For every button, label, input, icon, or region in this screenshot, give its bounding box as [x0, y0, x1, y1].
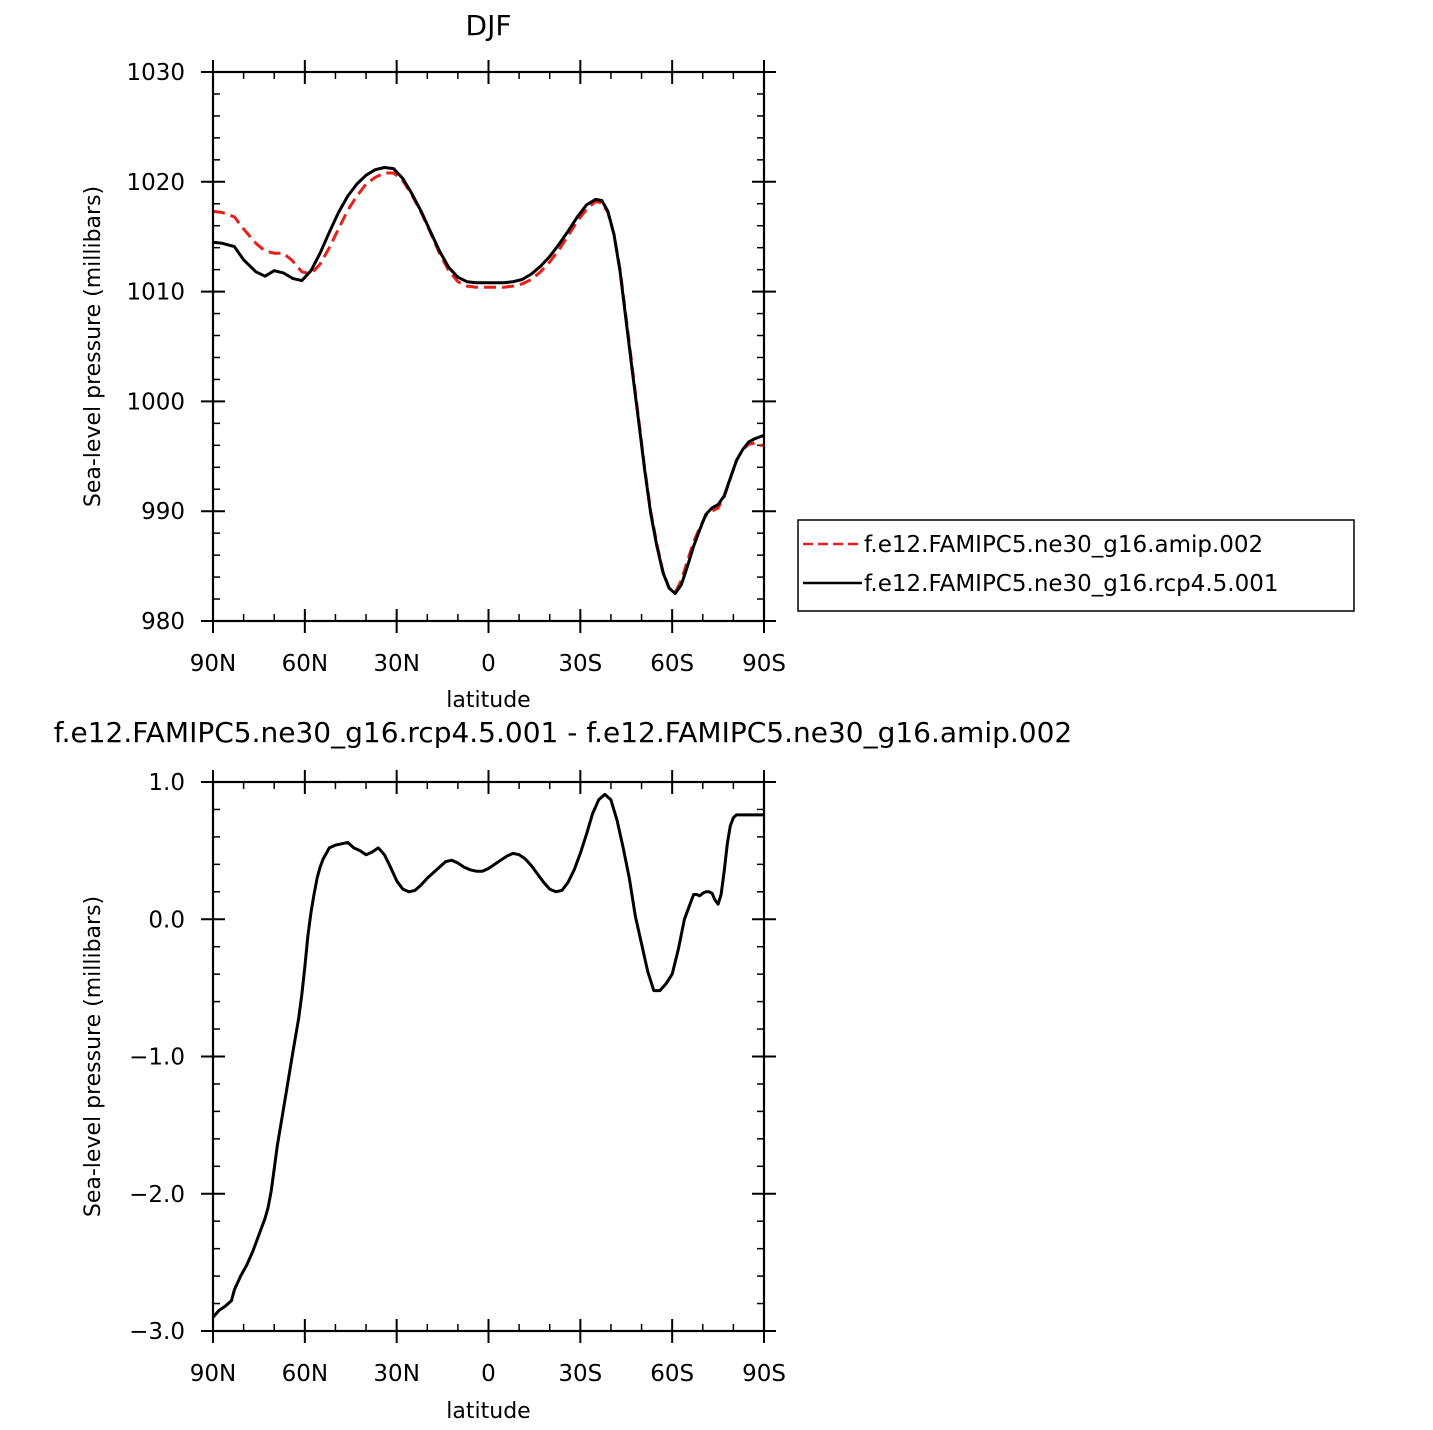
bottom-x-tick-label: 30S [558, 1361, 602, 1387]
legend-label-rcp: f.e12.FAMIPC5.ne30_g16.rcp4.5.001 [864, 571, 1278, 597]
top-x-tick-label: 30S [558, 651, 602, 677]
top-y-tick-label: 1010 [126, 280, 185, 306]
top-y-tick-label: 990 [141, 499, 185, 525]
top-x-tick-label: 60N [282, 651, 328, 677]
bottom-y-tick-label: 1.0 [148, 770, 185, 796]
bottom-x-tick-label: 30N [373, 1361, 419, 1387]
bottom-x-tick-label: 90S [742, 1361, 786, 1387]
legend-box [797, 519, 1355, 612]
top-series-line-0 [213, 171, 764, 594]
top-x-tick-label: 30N [373, 651, 419, 677]
chart-title-top: DJF [466, 9, 512, 42]
top-series-group [213, 166, 764, 595]
y-axis-label-bottom: Sea-level pressure (millibars) [81, 896, 106, 1217]
bottom-y-tick-label: 0.0 [148, 907, 185, 933]
top-y-tick-label: 980 [141, 609, 185, 635]
bottom-y-tick-label: −2.0 [129, 1182, 185, 1208]
top-y-tick-label: 1020 [126, 170, 185, 196]
top-ticks [201, 60, 776, 633]
panel-top-djf: DJF 980 990 1000 1010 1020 1030 90N 60N 30N 0 30S 6… [81, 9, 1355, 713]
top-x-tick-label: 0 [481, 651, 496, 677]
top-x-tick-label: 90S [742, 651, 786, 677]
bottom-x-tick-label: 60S [650, 1361, 694, 1387]
bottom-x-tick-label: 90N [190, 1361, 236, 1387]
bottom-tick-labels: −3.0 −2.0 −1.0 0.0 1.0 90N 60N 30N 0 30S 60S 90S [129, 770, 786, 1387]
top-y-tick-label: 1000 [126, 389, 185, 415]
top-x-tick-label: 90N [190, 651, 236, 677]
top-tick-labels: 980 990 1000 1010 1020 1030 90N 60N 30N 0 30S 60S 90… [126, 60, 785, 677]
x-axis-label-top: latitude [446, 688, 530, 713]
top-x-tick-label: 60S [650, 651, 694, 677]
legend: f.e12.FAMIPC5.ne30_g16.amip.002 f.e12.FA… [797, 519, 1355, 612]
bottom-series-line-0 [213, 792, 764, 1319]
bottom-x-tick-label: 60N [282, 1361, 328, 1387]
bottom-series-group [213, 792, 764, 1319]
panel-bottom-difference: f.e12.FAMIPC5.ne30_g16.rcp4.5.001 - f.e1… [54, 716, 1072, 1424]
top-y-tick-label: 1030 [126, 60, 185, 86]
plot-frame-bottom [211, 780, 766, 1333]
chart-title-bottom: f.e12.FAMIPC5.ne30_g16.rcp4.5.001 - f.e1… [54, 716, 1072, 749]
bottom-x-tick-label: 0 [481, 1361, 496, 1387]
x-axis-label-bottom: latitude [446, 1399, 530, 1424]
bottom-ticks [201, 770, 776, 1343]
plot-frame-top [211, 70, 766, 623]
legend-label-amip: f.e12.FAMIPC5.ne30_g16.amip.002 [864, 532, 1263, 558]
top-series-line-1 [213, 166, 764, 595]
bottom-y-tick-label: −3.0 [129, 1319, 185, 1345]
y-axis-label-top: Sea-level pressure (millibars) [81, 186, 106, 507]
bottom-y-tick-label: −1.0 [129, 1045, 185, 1071]
